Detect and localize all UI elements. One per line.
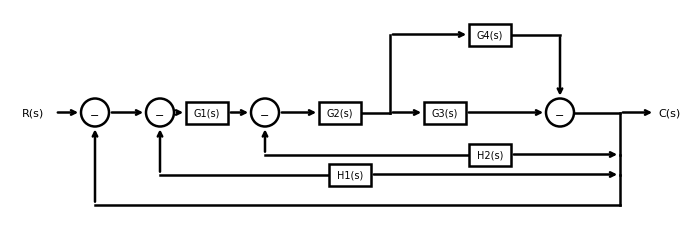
Text: G1(s): G1(s) — [194, 108, 220, 118]
Bar — [329, 164, 371, 186]
Circle shape — [546, 99, 574, 127]
Circle shape — [146, 99, 174, 127]
Text: −: − — [260, 111, 270, 121]
Text: −: − — [90, 111, 100, 121]
Text: C(s): C(s) — [658, 108, 680, 118]
Bar — [469, 24, 511, 46]
Text: G3(s): G3(s) — [432, 108, 458, 118]
Bar — [424, 102, 466, 124]
Text: H1(s): H1(s) — [337, 170, 363, 180]
Text: −: − — [555, 111, 565, 121]
Text: −: − — [155, 111, 164, 121]
Text: R(s): R(s) — [22, 108, 44, 118]
Bar — [319, 102, 361, 124]
Circle shape — [81, 99, 109, 127]
Text: H2(s): H2(s) — [477, 150, 503, 160]
Text: G2(s): G2(s) — [327, 108, 353, 118]
Bar — [469, 144, 511, 166]
Circle shape — [251, 99, 279, 127]
Text: G4(s): G4(s) — [477, 30, 503, 40]
Bar — [186, 102, 228, 124]
